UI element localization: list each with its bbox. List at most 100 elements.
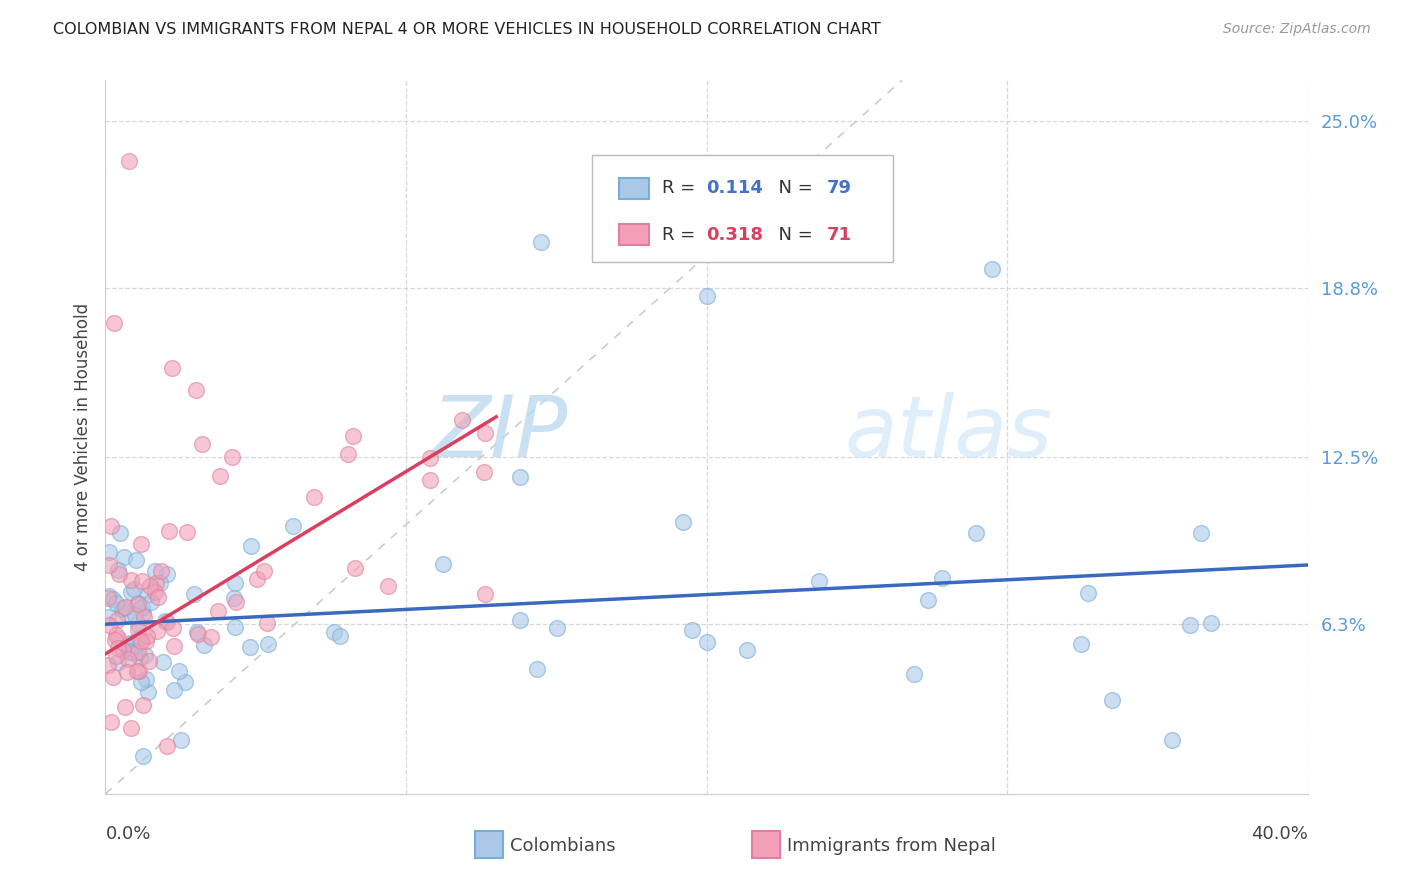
Text: R =: R =: [662, 226, 702, 244]
Point: [131, 599, 153, 614]
Point: [97, 591, 120, 606]
Point: [419, 450, 441, 465]
Point: [152, 655, 174, 669]
Point: [917, 593, 939, 607]
Point: [127, 596, 149, 610]
Point: [143, 584, 166, 599]
Point: [222, 591, 245, 605]
Point: [132, 606, 155, 620]
Point: [173, 675, 195, 690]
Point: [160, 361, 183, 376]
Point: [530, 235, 553, 249]
Point: [1189, 526, 1212, 541]
Point: [472, 465, 495, 479]
Point: [1101, 692, 1123, 706]
Point: [807, 574, 830, 588]
Text: 79: 79: [827, 179, 852, 197]
Point: [432, 557, 454, 571]
Text: atlas: atlas: [845, 392, 1053, 475]
Text: 0.318: 0.318: [707, 226, 763, 244]
Point: [156, 615, 179, 629]
Point: [111, 600, 134, 615]
Point: [162, 621, 184, 635]
Point: [117, 652, 139, 666]
Point: [149, 565, 172, 579]
Point: [112, 549, 135, 564]
Point: [114, 600, 136, 615]
Point: [224, 575, 246, 590]
Point: [100, 519, 122, 533]
Point: [120, 573, 142, 587]
Point: [138, 654, 160, 668]
Point: [108, 526, 131, 541]
Point: [120, 637, 142, 651]
Text: Colombians: Colombians: [510, 837, 616, 855]
Point: [256, 637, 278, 651]
Point: [240, 539, 263, 553]
Point: [474, 425, 496, 440]
Point: [122, 582, 145, 596]
Point: [246, 572, 269, 586]
Point: [474, 587, 496, 601]
Point: [157, 524, 180, 538]
Point: [146, 624, 169, 639]
Point: [114, 699, 136, 714]
Point: [107, 631, 129, 645]
Text: COLOMBIAN VS IMMIGRANTS FROM NEPAL 4 OR MORE VEHICLES IN HOUSEHOLD CORRELATION C: COLOMBIAN VS IMMIGRANTS FROM NEPAL 4 OR …: [53, 22, 882, 37]
Point: [169, 732, 191, 747]
Point: [97, 610, 120, 624]
Point: [735, 642, 758, 657]
Point: [377, 579, 399, 593]
Point: [127, 616, 149, 631]
Point: [281, 519, 304, 533]
Point: [120, 636, 142, 650]
Point: [256, 616, 278, 631]
Point: [107, 567, 129, 582]
Point: [136, 588, 159, 602]
Point: [1077, 585, 1099, 599]
Point: [672, 515, 695, 529]
Point: [127, 598, 149, 612]
Point: [135, 672, 157, 686]
Point: [509, 470, 531, 484]
Point: [186, 624, 208, 639]
Point: [451, 413, 474, 427]
Y-axis label: 4 or more Vehicles in Household: 4 or more Vehicles in Household: [73, 303, 91, 571]
Point: [322, 625, 344, 640]
Point: [115, 665, 138, 679]
Point: [304, 491, 326, 505]
Point: [419, 473, 441, 487]
Point: [1178, 618, 1201, 632]
Point: [98, 589, 121, 603]
Point: [98, 545, 121, 559]
Point: [107, 640, 129, 655]
Point: [141, 594, 163, 608]
Point: [120, 722, 142, 736]
Point: [224, 620, 246, 634]
Point: [138, 685, 160, 699]
Point: [187, 627, 209, 641]
Point: [120, 644, 142, 658]
Point: [129, 634, 152, 648]
Point: [128, 632, 150, 646]
Point: [104, 632, 127, 647]
Point: [184, 383, 207, 397]
Point: [1070, 637, 1092, 651]
Point: [252, 564, 274, 578]
Text: N =: N =: [766, 179, 818, 197]
Point: [105, 613, 128, 627]
Point: [128, 664, 150, 678]
Point: [163, 640, 186, 654]
Point: [143, 564, 166, 578]
Point: [343, 561, 366, 575]
Text: Immigrants from Nepal: Immigrants from Nepal: [787, 837, 997, 855]
Point: [124, 646, 146, 660]
Point: [134, 648, 156, 662]
Point: [681, 624, 703, 638]
Point: [156, 566, 179, 581]
Point: [107, 655, 129, 669]
Point: [129, 675, 152, 690]
Point: [193, 638, 215, 652]
Point: [163, 683, 186, 698]
Point: [103, 316, 125, 330]
